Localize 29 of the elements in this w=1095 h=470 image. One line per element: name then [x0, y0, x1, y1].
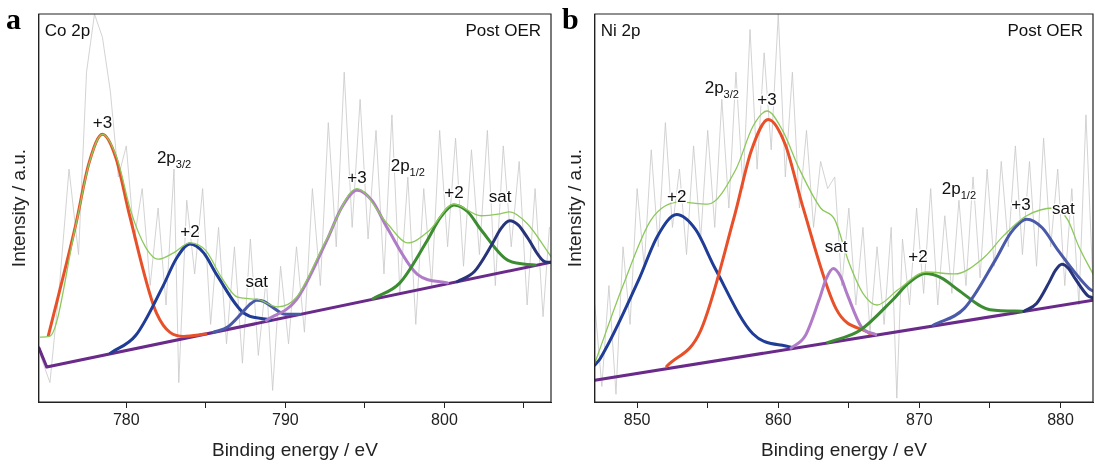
annotation: +2 — [180, 221, 200, 241]
x-tick-label: 850 — [623, 411, 651, 429]
chart-title: b — [562, 2, 579, 36]
annotation: sat — [488, 187, 512, 206]
chart-title: a — [6, 2, 21, 36]
annotation: Co 2p — [44, 21, 91, 40]
annotation: +2 — [908, 247, 928, 267]
x-tick-label: 880 — [1047, 411, 1074, 429]
x-axis-title: Binding energy / eV — [760, 438, 928, 460]
annotation: +3 — [92, 113, 113, 133]
annotation: Post OER — [1007, 21, 1084, 40]
annotation: Ni 2p — [600, 21, 641, 40]
x-tick-label: 870 — [906, 411, 933, 429]
annotation: sat — [824, 237, 848, 257]
annotation: sat — [245, 272, 269, 292]
y-axis-title: Intensity / a.u. — [563, 148, 585, 268]
x-tick-label: 860 — [764, 411, 792, 429]
annotation: +2 — [444, 183, 464, 203]
x-tick-label: 800 — [431, 411, 458, 429]
annotation: Post OER — [465, 21, 542, 40]
x-tick-label: 790 — [272, 411, 299, 429]
y-axis-title: Intensity / a.u. — [7, 148, 29, 268]
x-tick-label: 780 — [112, 411, 140, 429]
annotation: +2 — [666, 187, 687, 206]
annotation: +3 — [1011, 194, 1031, 214]
x-axis-title: Binding energy / eV — [211, 438, 379, 460]
annotation: +3 — [347, 167, 367, 187]
annotation: +3 — [757, 90, 777, 109]
annotation: sat — [1052, 198, 1075, 218]
